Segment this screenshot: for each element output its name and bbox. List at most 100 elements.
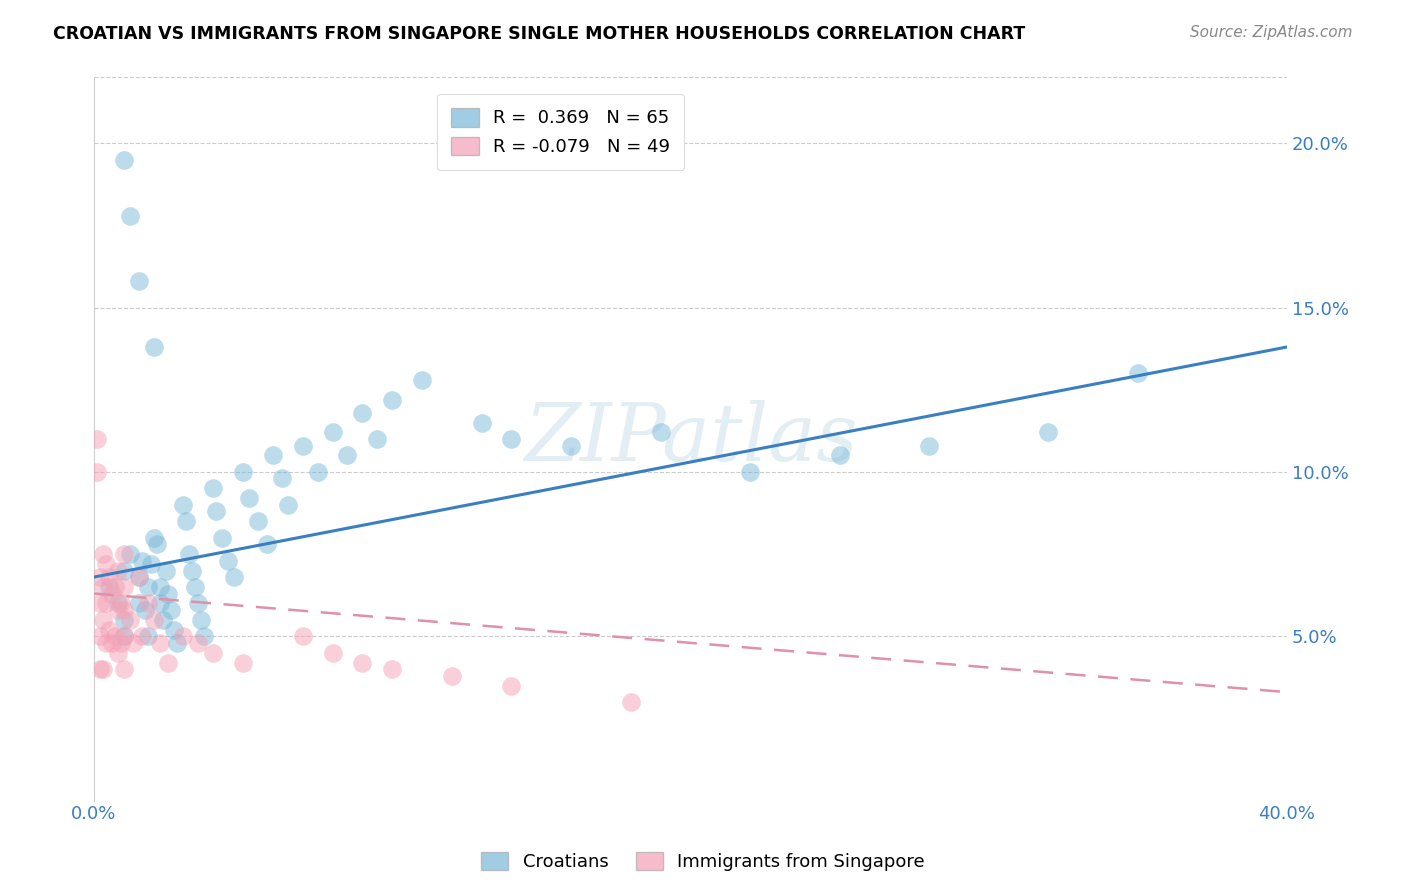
Point <box>91 613 114 627</box>
Point <box>145 537 167 551</box>
Point <box>160 603 183 617</box>
Legend: Croatians, Immigrants from Singapore: Croatians, Immigrants from Singapore <box>474 845 932 879</box>
Point <box>128 570 150 584</box>
Point <box>352 406 374 420</box>
Point <box>148 580 170 594</box>
Point <box>101 636 124 650</box>
Point <box>440 669 463 683</box>
Point <box>107 596 129 610</box>
Point <box>112 603 135 617</box>
Point <box>112 547 135 561</box>
Point <box>166 636 188 650</box>
Point <box>366 432 388 446</box>
Point <box>1038 425 1060 440</box>
Point <box>142 531 165 545</box>
Point <box>148 636 170 650</box>
Point <box>828 449 851 463</box>
Point <box>501 432 523 446</box>
Point <box>211 531 233 545</box>
Point <box>97 570 120 584</box>
Point <box>202 481 225 495</box>
Point <box>232 465 254 479</box>
Point <box>187 596 209 610</box>
Point <box>136 629 159 643</box>
Point <box>131 554 153 568</box>
Point <box>112 629 135 643</box>
Point <box>112 153 135 167</box>
Point <box>89 596 111 610</box>
Point <box>136 596 159 610</box>
Point <box>86 465 108 479</box>
Point <box>172 498 194 512</box>
Point <box>107 646 129 660</box>
Point <box>110 596 132 610</box>
Point <box>128 570 150 584</box>
Point <box>918 439 941 453</box>
Point <box>91 580 114 594</box>
Point <box>176 514 198 528</box>
Point <box>94 596 117 610</box>
Point <box>205 504 228 518</box>
Point <box>202 646 225 660</box>
Point <box>131 629 153 643</box>
Point <box>118 547 141 561</box>
Point <box>381 662 404 676</box>
Point <box>277 498 299 512</box>
Point <box>112 662 135 676</box>
Point <box>91 547 114 561</box>
Point <box>128 274 150 288</box>
Point <box>181 564 204 578</box>
Point <box>187 636 209 650</box>
Point <box>152 613 174 627</box>
Point <box>1126 366 1149 380</box>
Point <box>184 580 207 594</box>
Point <box>118 613 141 627</box>
Point <box>107 564 129 578</box>
Point <box>246 514 269 528</box>
Point <box>148 596 170 610</box>
Point <box>142 613 165 627</box>
Point <box>121 636 143 650</box>
Point <box>336 449 359 463</box>
Text: ZIPatlas: ZIPatlas <box>523 401 858 478</box>
Point <box>411 373 433 387</box>
Point <box>104 580 127 594</box>
Point <box>107 603 129 617</box>
Point <box>560 439 582 453</box>
Point <box>291 629 314 643</box>
Point <box>110 636 132 650</box>
Point <box>139 557 162 571</box>
Point <box>232 656 254 670</box>
Point <box>97 580 120 594</box>
Point <box>97 623 120 637</box>
Point <box>112 564 135 578</box>
Point <box>94 636 117 650</box>
Point <box>112 613 135 627</box>
Point <box>172 629 194 643</box>
Point <box>89 629 111 643</box>
Point <box>128 596 150 610</box>
Point <box>256 537 278 551</box>
Point <box>262 449 284 463</box>
Point <box>163 623 186 637</box>
Point <box>738 465 761 479</box>
Point <box>157 656 180 670</box>
Text: CROATIAN VS IMMIGRANTS FROM SINGAPORE SINGLE MOTHER HOUSEHOLDS CORRELATION CHART: CROATIAN VS IMMIGRANTS FROM SINGAPORE SI… <box>53 25 1026 43</box>
Point <box>136 580 159 594</box>
Point <box>217 554 239 568</box>
Point <box>190 613 212 627</box>
Point <box>501 679 523 693</box>
Point <box>179 547 201 561</box>
Point <box>352 656 374 670</box>
Point <box>307 465 329 479</box>
Point <box>193 629 215 643</box>
Point <box>104 629 127 643</box>
Point <box>650 425 672 440</box>
Point <box>291 439 314 453</box>
Text: Source: ZipAtlas.com: Source: ZipAtlas.com <box>1189 25 1353 40</box>
Point <box>134 603 156 617</box>
Point <box>322 646 344 660</box>
Point <box>94 557 117 571</box>
Point <box>157 586 180 600</box>
Point <box>112 629 135 643</box>
